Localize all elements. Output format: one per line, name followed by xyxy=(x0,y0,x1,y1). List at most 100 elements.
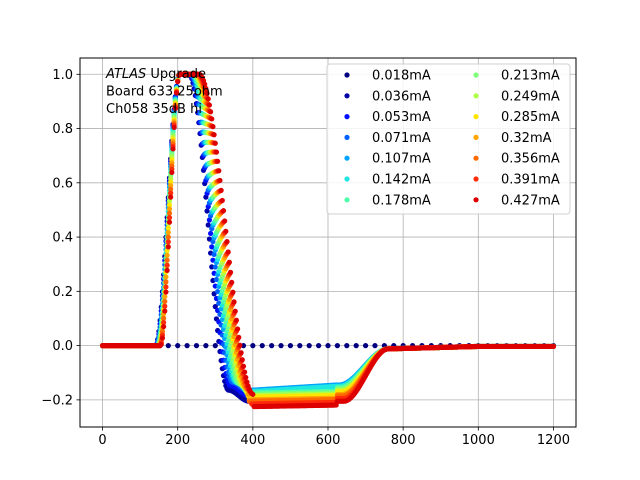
data-point xyxy=(243,374,249,381)
data-point xyxy=(206,217,212,223)
data-point xyxy=(204,90,210,96)
data-point xyxy=(297,343,303,349)
data-point xyxy=(175,343,181,349)
data-point xyxy=(209,244,215,250)
data-point xyxy=(306,343,312,349)
data-point xyxy=(225,249,231,255)
data-point xyxy=(168,186,174,192)
data-point xyxy=(223,228,229,234)
data-point xyxy=(165,225,171,231)
data-point xyxy=(175,79,181,85)
data-point xyxy=(168,182,174,189)
data-point xyxy=(230,289,236,295)
data-point xyxy=(316,343,322,349)
data-point xyxy=(159,335,166,341)
data-point xyxy=(344,343,350,349)
data-point xyxy=(166,202,173,208)
data-point xyxy=(238,350,244,356)
data-point xyxy=(165,343,171,349)
data-point xyxy=(240,363,247,369)
data-point xyxy=(172,105,178,112)
data-point xyxy=(163,274,169,280)
data-point xyxy=(362,343,369,349)
data-point xyxy=(232,308,238,314)
data-point xyxy=(165,234,171,240)
data-point xyxy=(259,343,265,349)
data-point xyxy=(162,303,168,309)
data-point xyxy=(220,208,227,214)
data-point xyxy=(184,343,190,349)
data-point xyxy=(204,208,210,214)
data-point xyxy=(161,315,167,321)
data-point xyxy=(162,308,168,314)
data-point xyxy=(163,279,169,285)
data-point xyxy=(165,239,171,245)
data-point xyxy=(158,341,164,348)
data-point xyxy=(269,343,275,349)
data-point xyxy=(211,251,217,258)
data-point xyxy=(213,276,220,283)
data-point xyxy=(206,102,212,108)
data-point xyxy=(218,187,224,193)
data-point xyxy=(334,343,340,349)
data-point xyxy=(164,252,170,258)
data-point xyxy=(168,190,174,196)
data-points xyxy=(99,71,557,410)
data-point xyxy=(203,343,209,349)
data-point xyxy=(207,109,214,115)
data-point xyxy=(166,219,173,225)
data-point xyxy=(217,177,223,184)
data-point xyxy=(171,124,177,130)
data-point xyxy=(250,343,256,349)
series-0.427mA xyxy=(99,71,557,410)
data-point xyxy=(215,158,221,164)
data-point xyxy=(164,257,170,263)
data-point xyxy=(165,244,171,250)
data-point xyxy=(212,264,218,270)
data-point xyxy=(212,343,218,349)
data-point xyxy=(239,357,245,363)
data-point xyxy=(166,215,173,221)
data-point xyxy=(163,284,169,290)
data-point xyxy=(242,369,248,375)
data-point xyxy=(227,269,234,275)
data-point xyxy=(205,96,211,102)
data-point xyxy=(164,267,170,273)
data-point xyxy=(229,279,235,286)
data-point xyxy=(168,194,174,200)
data-point xyxy=(250,391,256,397)
data-point xyxy=(231,299,237,305)
data-point xyxy=(224,239,230,245)
data-point xyxy=(233,317,240,323)
data-point xyxy=(165,229,171,236)
data-point xyxy=(163,289,169,295)
data-point xyxy=(211,132,217,138)
data-point xyxy=(212,140,218,146)
data-point xyxy=(166,206,173,212)
data-point xyxy=(203,85,209,92)
data-point xyxy=(216,168,222,174)
data-point xyxy=(210,124,216,130)
data-point xyxy=(244,379,250,385)
data-point xyxy=(209,116,215,122)
data-point xyxy=(236,334,242,340)
data-point xyxy=(162,298,168,305)
data-point xyxy=(169,169,175,176)
data-point xyxy=(202,81,208,87)
data-point xyxy=(193,343,200,349)
data-point xyxy=(215,288,221,295)
data-point xyxy=(161,319,167,326)
data-point xyxy=(205,222,211,228)
data-point xyxy=(372,343,378,349)
data-point xyxy=(226,259,232,265)
data-point xyxy=(222,218,228,224)
data-point xyxy=(325,343,331,349)
data-point xyxy=(164,262,170,268)
data-point xyxy=(237,342,243,348)
data-point xyxy=(170,146,176,152)
data-point xyxy=(166,198,173,204)
data-point xyxy=(161,324,167,330)
data-point xyxy=(173,90,180,96)
data-point xyxy=(213,149,220,155)
